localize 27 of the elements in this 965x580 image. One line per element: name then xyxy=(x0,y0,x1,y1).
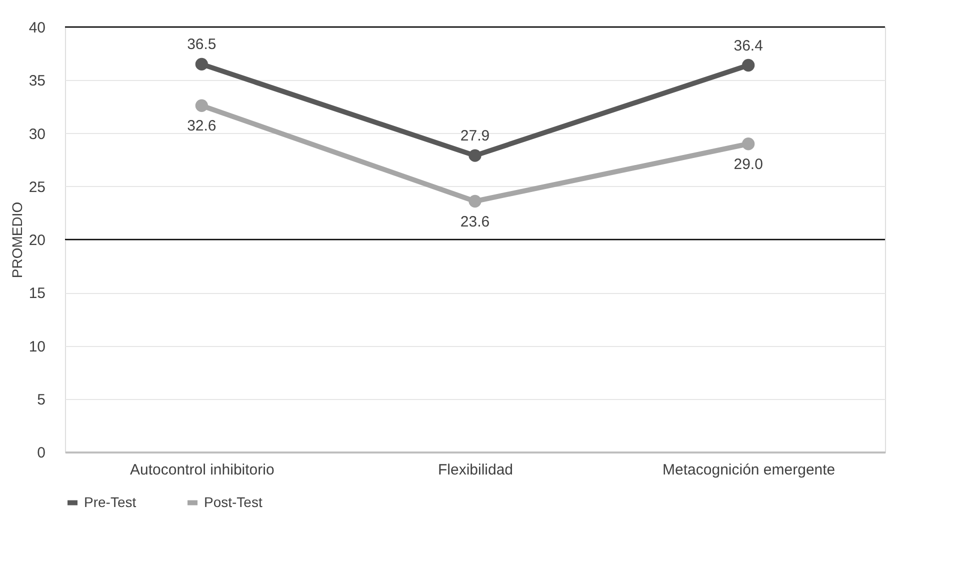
data-label: 32.6 xyxy=(187,118,216,135)
y-tick-label: 10 xyxy=(28,338,46,356)
data-label: 36.5 xyxy=(187,36,216,54)
point xyxy=(468,149,482,162)
y-tick-label: 5 xyxy=(37,391,46,408)
point xyxy=(742,58,755,72)
x-tick-label: Flexibilidad xyxy=(438,462,514,478)
y-tick-label: 30 xyxy=(28,126,46,143)
point xyxy=(468,194,482,208)
point xyxy=(195,99,208,112)
y-tick-label: 0 xyxy=(37,444,46,462)
legend-label: Pre-Test xyxy=(84,494,136,510)
y-tick-label: 35 xyxy=(28,72,46,90)
x-tick-label: Metacognición emergente xyxy=(662,462,836,478)
data-label: 29.0 xyxy=(734,156,763,173)
data-label: 36.4 xyxy=(734,37,763,54)
y-tick-label: 25 xyxy=(28,178,46,196)
legend-label: Post-Test xyxy=(204,494,262,510)
y-tick-label: 20 xyxy=(28,232,46,249)
x-tick-label: Autocontrol inhibitorio xyxy=(130,462,274,478)
y-tick-label: 40 xyxy=(28,20,46,36)
y-axis-title: PROMEDIO xyxy=(8,202,25,278)
point xyxy=(195,58,208,70)
point xyxy=(742,138,755,150)
data-label: 27.9 xyxy=(460,128,490,145)
data-label: 23.6 xyxy=(460,213,490,230)
y-tick-label: 15 xyxy=(28,285,46,302)
